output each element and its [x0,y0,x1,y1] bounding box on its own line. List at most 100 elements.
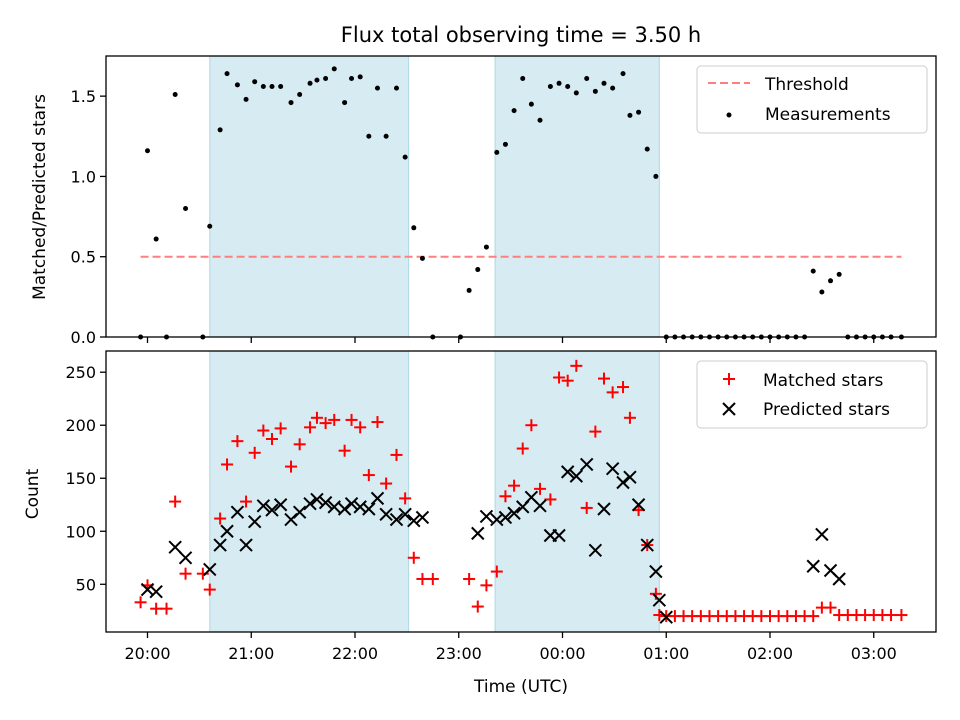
matched-point [179,567,192,580]
legend-top-box [696,65,928,134]
predicted-point [580,457,594,472]
matched-point [606,386,619,399]
predicted-point [569,469,584,483]
matched-point [407,551,420,564]
matched-point [285,460,298,473]
matched-point [499,490,512,503]
measurement-point [323,75,329,81]
legend-bottom: Matched stars Predicted stars [696,360,928,429]
measurement-point [252,79,258,85]
measurement-point [494,149,500,155]
measurement-point [601,80,607,86]
legend-measurements-label: Measurements [765,105,891,125]
measurement-point [610,85,616,91]
measurement-point [394,85,399,91]
predicted-point [407,513,421,528]
measurement-point [278,84,284,90]
matched-point [416,572,429,585]
measurement-point [145,148,150,154]
matched-point [214,512,227,525]
x-axis-label: Time (UTC) [473,677,568,697]
matched-point [240,495,253,508]
measurement-point [153,236,159,242]
predicted-point [623,470,637,484]
predicted-point [213,538,227,552]
predicted-point [398,507,412,522]
chart-title: Flux total observing time = 3.50 h [341,23,701,47]
measurement-point [819,289,825,295]
predicted-point [471,526,485,541]
legend-matched-swatch [723,373,735,385]
predicted-point [230,505,245,519]
shaded-interval [209,350,410,633]
matched-point [371,416,384,429]
predicted-point [652,593,667,607]
matched-point [807,610,820,623]
measurement-point [374,85,380,91]
predicted-point [631,498,646,512]
measurement-point [502,141,508,147]
y-tick-label: 150 [65,469,96,488]
predicted-point [560,465,575,479]
predicted-point [318,495,333,510]
measurement-point [172,92,178,98]
measurement-point [342,100,348,106]
counts-panel: 50 100 150 200 250 20:00 21:00 22:00 23:00 00:00 0… [65,350,937,663]
predicted-point [362,502,376,516]
legend-measurements-swatch [726,112,732,118]
matched-point [561,374,574,387]
matched-point [824,601,837,614]
predicted-point [498,510,513,525]
matched-point [134,596,147,609]
legend-predicted-swatch [722,402,736,416]
predicted-point [552,528,566,543]
legend-top: Threshold Measurements [696,65,928,134]
matched-point [203,583,216,596]
matched-point [338,444,351,457]
predicted-point [640,538,654,552]
matched-point [150,602,163,615]
x-tick-label: 21:00 [228,644,274,663]
predicted-point [815,527,829,542]
x-tick-label: 02:00 [747,644,793,663]
measurement-point [366,133,372,139]
measurement-point [828,278,834,284]
y-tick-label: 250 [65,363,96,382]
predicted-point [256,499,271,513]
predicted-point [344,496,359,511]
y-tick-label: 0.5 [71,248,96,267]
measurement-point [269,84,275,90]
predicted-point [353,500,367,514]
matched-point [426,572,439,585]
matched-point [570,359,583,372]
legend-predicted-label: Predicted stars [763,400,890,420]
measurement-point [402,154,408,160]
matched-point [544,493,557,506]
predicted-point [379,507,393,522]
measurement-point [466,287,472,293]
measurement-point [520,75,526,81]
measurement-point [234,82,240,88]
predicted-point [479,509,494,524]
predicted-point [370,491,385,506]
predicted-point [649,564,663,579]
measurement-point [565,84,571,90]
matched-point [617,381,630,394]
measurement-point [528,101,534,107]
measurement-point [584,75,590,81]
legend-threshold-label: Threshold [764,75,849,95]
x-tick-label: 22:00 [332,644,378,663]
measurement-point [511,108,517,114]
measurement-point [537,117,543,123]
predicted-point [806,559,820,573]
measurement-point [217,127,223,133]
measurement-point [243,96,249,102]
y-axis-label-top: Matched/Predicted stars [30,94,50,300]
predicted-point [659,610,673,624]
predicted-point [490,512,504,527]
measurement-point [653,173,659,179]
predicted-point [415,510,430,525]
matched-point [293,438,306,451]
predicted-point [273,498,288,512]
